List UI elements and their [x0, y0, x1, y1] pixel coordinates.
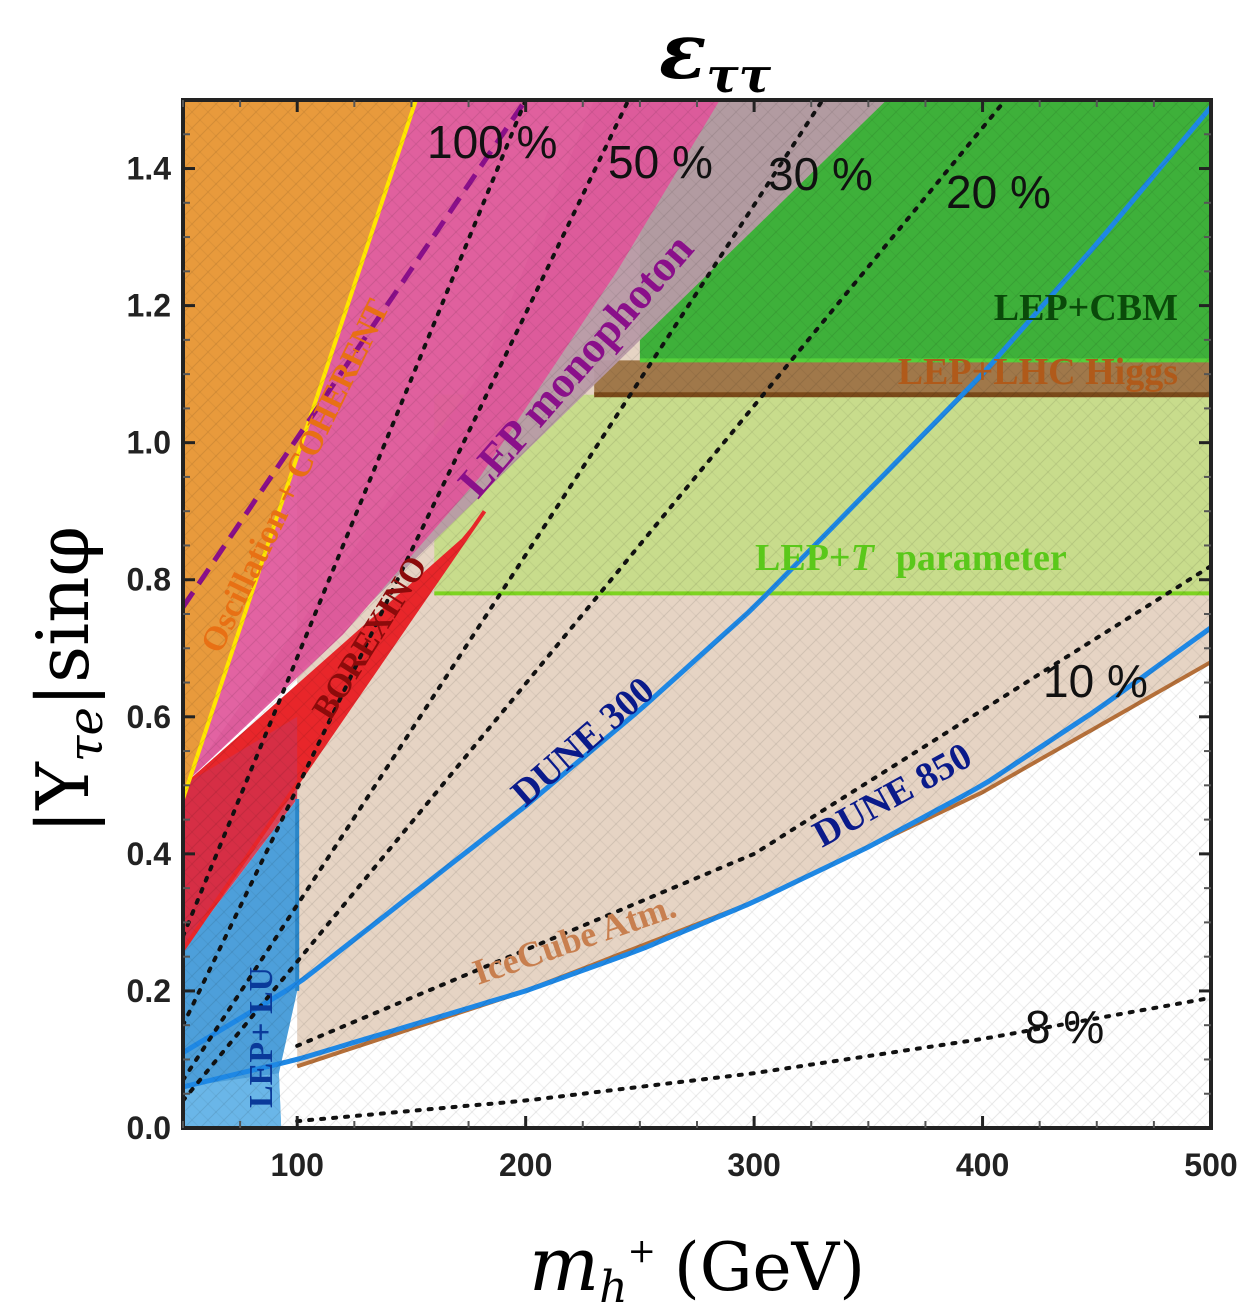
ylabel-pre: |Y: [21, 761, 105, 834]
y-tick-label: 0.8: [127, 562, 171, 598]
label-lep-cbm: LEP+CBM: [994, 287, 1178, 329]
xlabel-sup: +: [628, 1231, 657, 1271]
y-tick-label: 0.4: [127, 836, 172, 872]
label-lep-lhc-higgs: LEP+LHC Higgs: [898, 351, 1178, 393]
label-30pct: 30 %: [768, 148, 873, 200]
title-sub: ττ: [706, 48, 771, 104]
label-lep-lu: LEP+ LU: [243, 967, 280, 1108]
x-tick-label: 400: [956, 1147, 1009, 1183]
hatch-overlay: [183, 100, 1211, 1128]
x-tick-label: 100: [271, 1147, 324, 1183]
x-axis-label: mh+ (GeV): [529, 1222, 865, 1306]
label-lep-t-prefix: LEP+: [755, 537, 851, 579]
label-lep-t-suffix: parameter: [896, 537, 1067, 579]
ylabel-sub: τe: [58, 707, 114, 762]
label-50pct: 50 %: [608, 136, 713, 188]
label-lep-t-T: T: [851, 537, 876, 579]
x-tick-label: 200: [499, 1147, 552, 1183]
y-axis-label: |Yτe|sinφ: [21, 526, 114, 834]
xlabel-main: m: [529, 1222, 599, 1306]
title-main: ε: [659, 6, 706, 97]
y-tick-label: 1.0: [127, 425, 171, 461]
y-tick-label: 0.2: [127, 973, 171, 1009]
label-8pct: 8 %: [1025, 1001, 1104, 1053]
xlabel-sub: h: [599, 1262, 627, 1306]
x-tick-label: 500: [1184, 1147, 1237, 1183]
ticks: 100 200 300 400 500 0.0 0.2 0.4 0.6 0.8 1.0 1.2 1.4: [127, 100, 1238, 1183]
label-lep-t-parameter: LEP+T parameter: [755, 537, 1067, 579]
xlabel-unit: (GeV): [674, 1229, 865, 1306]
ylabel-post: |sinφ: [21, 526, 105, 707]
y-tick-label: 0.0: [127, 1110, 171, 1146]
y-tick-label: 0.6: [127, 699, 171, 735]
y-tick-label: 1.4: [127, 151, 172, 187]
y-tick-label: 1.2: [127, 288, 171, 324]
x-tick-label: 300: [727, 1147, 780, 1183]
label-10pct: 10 %: [1043, 655, 1148, 707]
chart-title: εττ: [659, 6, 772, 104]
label-100pct: 100 %: [427, 116, 557, 168]
label-20pct: 20 %: [946, 166, 1051, 218]
